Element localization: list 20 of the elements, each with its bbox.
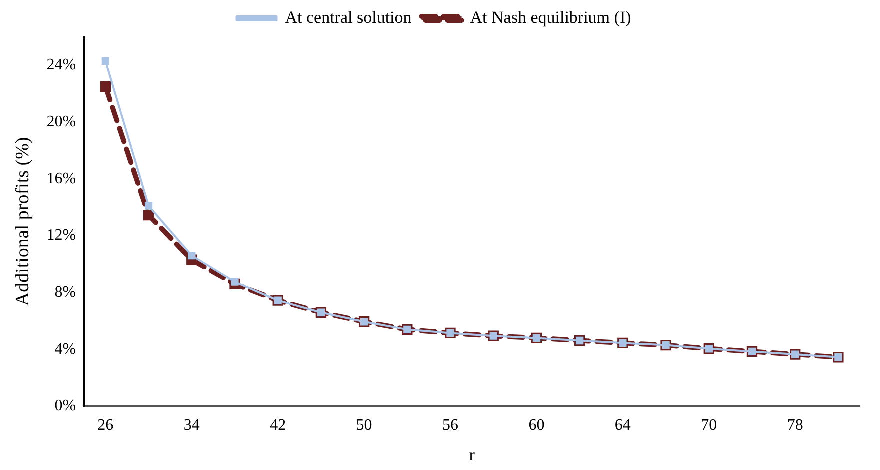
y-tick-label: 16% xyxy=(46,170,76,188)
y-tick-label: 24% xyxy=(46,56,76,74)
x-tick-label: 78 xyxy=(787,417,804,434)
x-tick-label: 60 xyxy=(528,417,545,434)
y-tick-label: 4% xyxy=(54,340,76,358)
x-tick-label: 26 xyxy=(98,417,114,434)
x-tick-label: 56 xyxy=(442,417,459,434)
x-tick-label: 34 xyxy=(184,417,200,434)
legend-label: At Nash equilibrium (I) xyxy=(470,8,632,27)
x-tick-label: 64 xyxy=(614,417,631,434)
x-tick-label: 70 xyxy=(701,417,718,434)
y-tick-label: 8% xyxy=(54,284,76,301)
y-tick-label: 12% xyxy=(46,227,76,244)
x-axis-title: r xyxy=(469,445,476,464)
x-tick-label: 50 xyxy=(356,417,372,434)
y-axis-title: Additional profits (%) xyxy=(12,137,34,306)
y-tick-label: 20% xyxy=(46,113,76,130)
legend-label: At central solution xyxy=(285,8,412,27)
y-tick-label: 0% xyxy=(54,398,76,415)
x-tick-label: 42 xyxy=(270,417,286,434)
